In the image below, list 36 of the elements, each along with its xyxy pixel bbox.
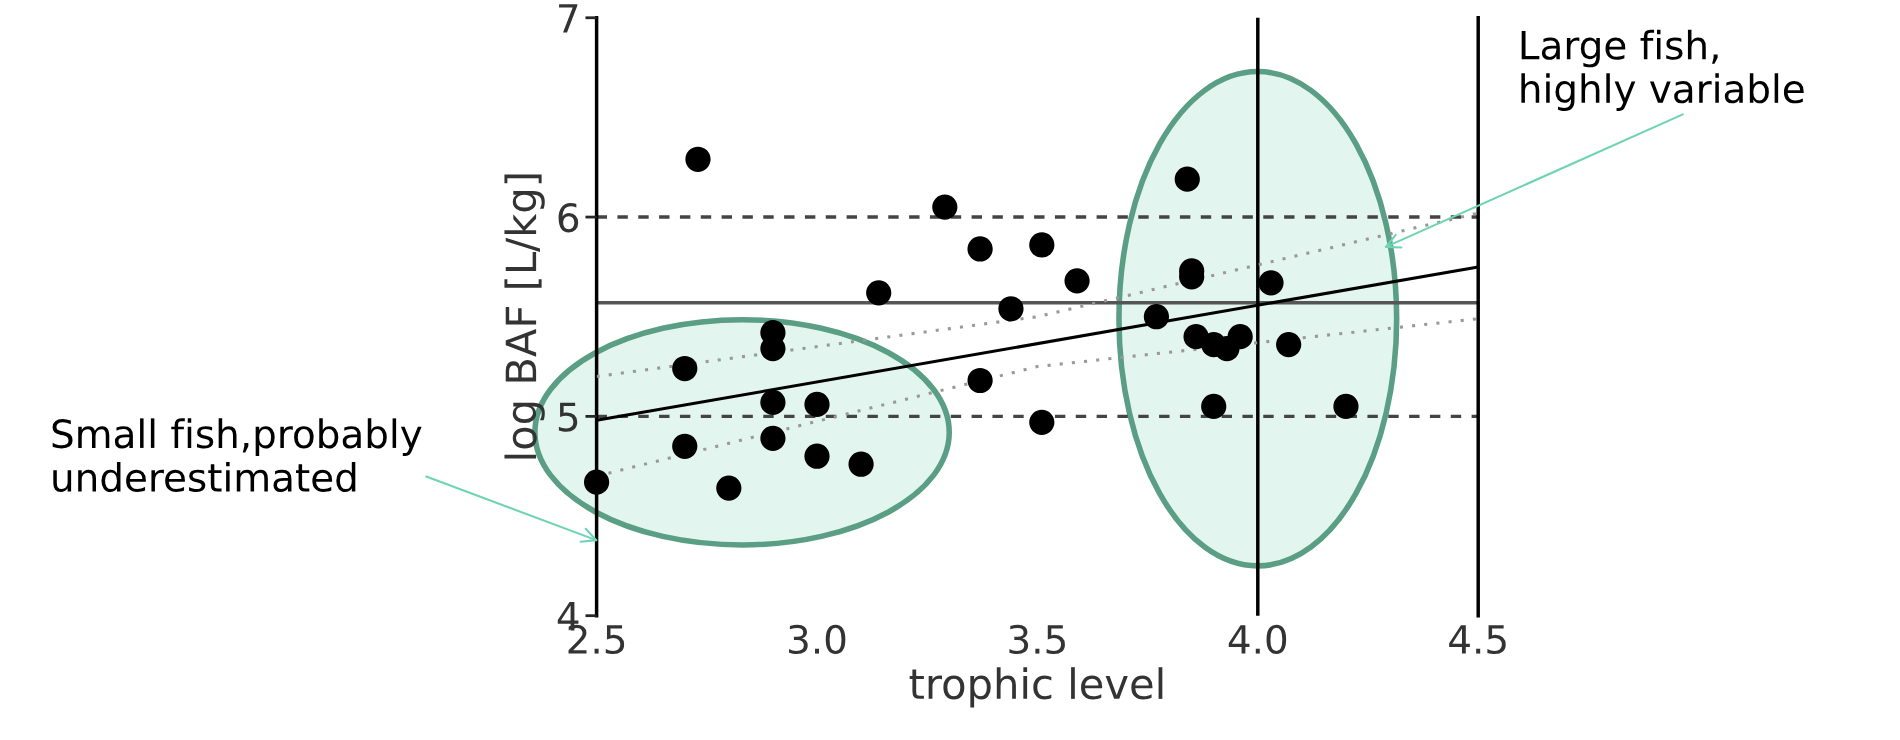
point <box>1174 166 1200 192</box>
point <box>716 475 742 501</box>
text: Large fish, highly variable <box>1521 29 1804 111</box>
point <box>848 451 874 477</box>
point <box>672 433 698 459</box>
y-axis-title: log BAF [L/kg] <box>504 174 545 459</box>
x-tick-label: 3.0 <box>789 624 846 655</box>
point <box>967 236 993 262</box>
point <box>1064 268 1090 294</box>
point <box>967 367 993 394</box>
y-tick-label: 5 <box>558 402 578 432</box>
point <box>583 469 610 495</box>
point <box>1029 409 1055 435</box>
point <box>932 194 958 220</box>
point <box>1333 393 1359 420</box>
x-axis-title: trophic level <box>909 667 1163 708</box>
x-tick-label: 3.5 <box>1009 624 1065 655</box>
text: Small fish,probably underestimated <box>52 418 422 493</box>
point <box>1029 232 1055 258</box>
point <box>1227 324 1253 350</box>
point <box>760 389 786 416</box>
point <box>1143 304 1170 330</box>
point <box>866 280 892 306</box>
y-tick-label: 7 <box>559 4 578 33</box>
point <box>685 146 711 172</box>
point <box>1201 393 1227 420</box>
point <box>1258 270 1284 296</box>
point <box>1276 332 1302 358</box>
point <box>760 425 786 451</box>
point <box>804 443 830 469</box>
point <box>998 296 1024 322</box>
point <box>804 391 830 418</box>
x-tick-label: 4.5 <box>1449 625 1506 655</box>
point <box>672 355 698 382</box>
y-tick-label: 6 <box>558 202 579 233</box>
x-tick-label: 4.0 <box>1228 624 1287 655</box>
